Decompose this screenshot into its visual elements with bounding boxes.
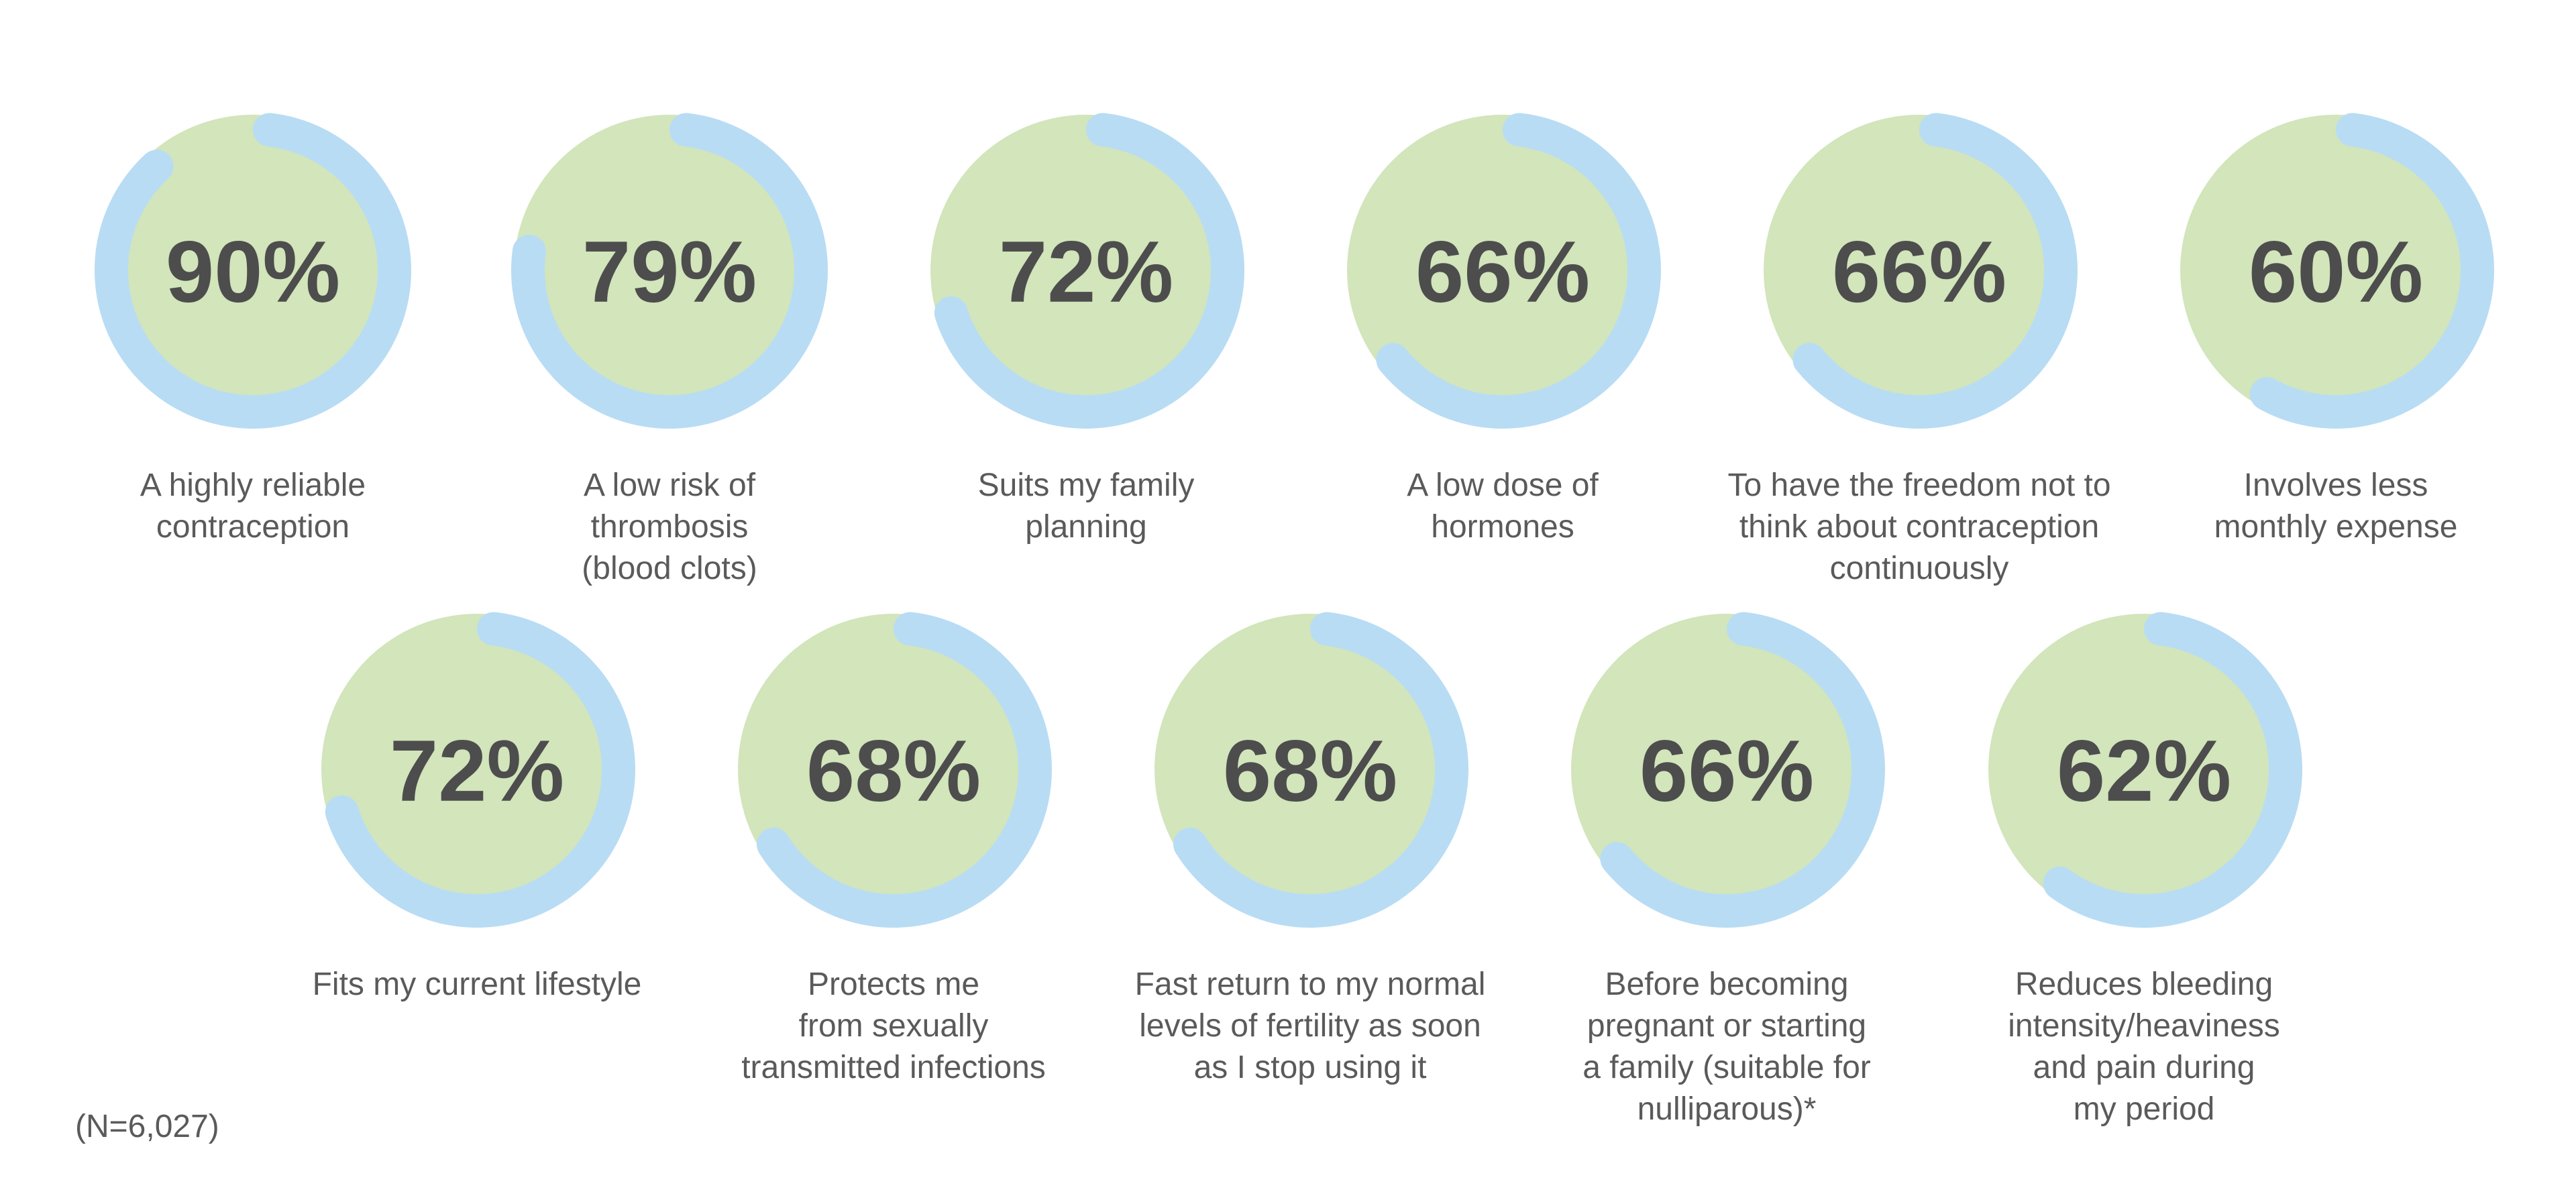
donut-item: 60% Involves less monthly expense [2180, 113, 2494, 545]
value-label: 68% [1223, 722, 1397, 820]
donut-center [128, 146, 378, 395]
category-label: Before becoming pregnant or starting a fam… [1582, 967, 1871, 1127]
donut-center [352, 645, 602, 894]
value-label: 68% [806, 722, 981, 820]
value-label: 90% [166, 223, 340, 321]
donut-value-arc [325, 612, 635, 928]
donut-item: 72% Fits my current lifestyle [313, 612, 642, 1002]
donut-center [545, 146, 794, 395]
donut-center [1602, 645, 1851, 894]
donut-item: 90% A highly reliable contraception [95, 113, 411, 545]
donut-value-arc [757, 612, 1052, 928]
category-label: A highly reliable contraception [140, 468, 366, 545]
sample-size-note: (N=6,027) [75, 1109, 219, 1144]
donut-center [961, 146, 1211, 395]
category-label-line: thrombosis [591, 509, 749, 545]
category-label-line: Fits my current lifestyle [313, 967, 642, 1002]
category-label-line: from sexually [799, 1008, 989, 1044]
category-label-line: Fast return to my normal [1135, 967, 1486, 1002]
category-label-line: Suits my family [978, 468, 1195, 503]
category-label-line: Involves less [2244, 468, 2428, 503]
category-label-line: think about contraception [1739, 509, 2099, 545]
donut-value-arc [511, 113, 828, 429]
category-label: To have the freedom not to think about co… [1727, 468, 2110, 586]
value-label: 66% [1832, 223, 2006, 321]
donut-value-arc [95, 113, 411, 429]
donut-center [1185, 645, 1435, 894]
category-label: Fits my current lifestyle [313, 967, 642, 1002]
category-label-line: contraception [156, 509, 350, 545]
category-label-line: planning [1025, 509, 1147, 545]
donut-center [2019, 645, 2269, 894]
category-label-line: intensity/heaviness [2008, 1008, 2280, 1044]
donut-item: 66% A low dose of hormones [1347, 113, 1661, 545]
donut-item: 68% Fast return to my normal levels of fer… [1135, 612, 1486, 1085]
donut-value-arc [1600, 612, 1885, 928]
category-label-line: and pain during [2033, 1050, 2255, 1085]
category-label-line: as I stop using it [1194, 1050, 1427, 1085]
donut-value-arc [1792, 113, 2078, 429]
donut-center [1794, 146, 2044, 395]
donut-center [1378, 146, 1627, 395]
donut-item: 62% Reduces bleeding intensity/heaviness an… [1988, 612, 2302, 1127]
donut-value-arc [934, 113, 1244, 429]
value-label: 60% [2249, 223, 2423, 321]
category-label-line: To have the freedom not to [1727, 468, 2110, 503]
donut-value-arc [1376, 113, 1661, 429]
category-label-line: (blood clots) [582, 551, 757, 586]
donut-item: 68% Protects me from sexually transmitted i… [738, 612, 1052, 1085]
category-label: Fast return to my normal levels of fertil… [1135, 967, 1486, 1085]
donut-item: 79% A low risk of thrombosis (blood clots) [511, 113, 828, 586]
category-label-line: Protects me [808, 967, 979, 1002]
category-label-line: a family (suitable for [1582, 1050, 1871, 1085]
category-label: Protects me from sexually transmitted infe… [741, 967, 1046, 1085]
category-label-line: my period [2074, 1091, 2215, 1127]
category-label-line: A highly reliable [140, 468, 366, 503]
category-label-line: hormones [1431, 509, 1574, 545]
value-label: 62% [2057, 722, 2231, 820]
donut-center [769, 645, 1018, 894]
category-label-line: nulliparous)* [1638, 1091, 1817, 1127]
value-label: 66% [1415, 223, 1590, 321]
category-label: A low dose of hormones [1407, 468, 1599, 545]
donut-item: 66% Before becoming pregnant or starting a … [1571, 612, 1885, 1127]
donut-item: 66% To have the freedom not to think about… [1727, 113, 2111, 586]
donut-value-arc [2250, 113, 2494, 429]
category-label: Reduces bleeding intensity/heaviness and p… [2008, 967, 2280, 1127]
category-label: A low risk of thrombosis (blood clots) [582, 468, 757, 586]
category-label: Involves less monthly expense [2214, 468, 2458, 545]
category-label-line: A low dose of [1407, 468, 1599, 503]
category-label: Suits my family planning [978, 468, 1195, 545]
category-label-line: monthly expense [2214, 509, 2458, 545]
category-label-line: pregnant or starting [1587, 1008, 1866, 1044]
donut-value-arc [2043, 612, 2302, 928]
donut-center [2211, 146, 2461, 395]
value-label: 66% [1640, 722, 1814, 820]
value-label: 72% [390, 722, 564, 820]
category-label-line: transmitted infections [741, 1050, 1046, 1085]
value-label: 72% [999, 223, 1173, 321]
category-label-line: A low risk of [584, 468, 756, 503]
donut-value-arc [1173, 612, 1468, 928]
donut-item: 72% Suits my family planning [930, 113, 1244, 545]
category-label-line: levels of fertility as soon [1139, 1008, 1481, 1044]
value-label: 79% [582, 223, 757, 321]
category-label-line: Before becoming [1605, 967, 1849, 1002]
category-label-line: Reduces bleeding [2015, 967, 2273, 1002]
category-label-line: continuously [1830, 551, 2009, 586]
